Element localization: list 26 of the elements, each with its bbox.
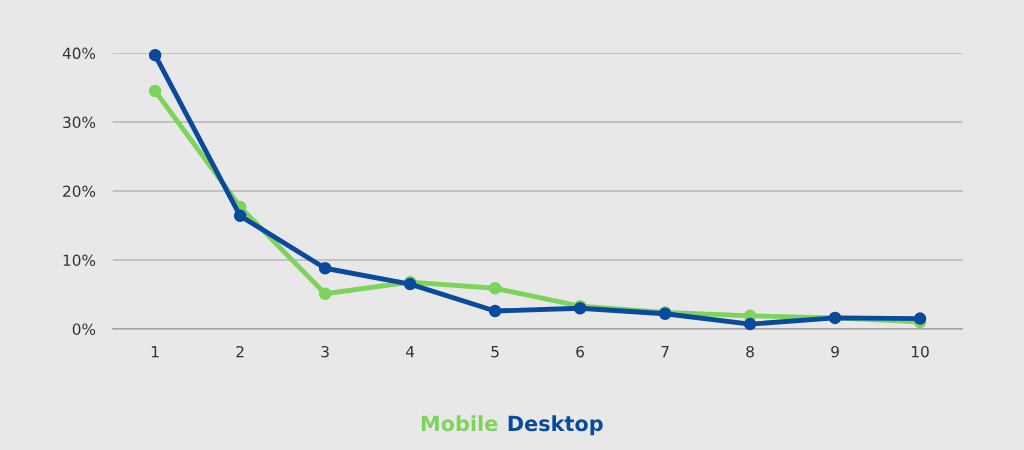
y-tick-label: 40% — [62, 47, 96, 60]
point — [318, 287, 332, 301]
point — [488, 282, 502, 295]
point — [743, 317, 757, 331]
x-tick-label: 7 — [661, 346, 669, 358]
x-tick-label: 2 — [236, 345, 244, 358]
x-tick-label: 8 — [746, 345, 754, 358]
x-tick-label: 1 — [151, 346, 159, 358]
y-tick-label: 10% — [63, 254, 96, 267]
point — [488, 304, 502, 318]
point — [318, 262, 332, 275]
text: Desktop — [508, 415, 603, 436]
y-tick-label: 20% — [63, 185, 96, 198]
x-tick-label: 10 — [912, 345, 929, 358]
y-tick-label: 0% — [72, 323, 96, 335]
text: Mobile — [421, 415, 498, 432]
point — [233, 209, 247, 223]
y-tick-label: 30% — [63, 116, 96, 129]
point — [148, 48, 162, 62]
x-tick-label: 9 — [831, 345, 839, 358]
point — [913, 312, 927, 325]
x-tick-label: 4 — [406, 346, 415, 358]
x-tick-label: 6 — [576, 345, 584, 358]
x-tick-label: 3 — [321, 345, 329, 358]
x-tick-label: 5 — [491, 346, 499, 358]
point — [148, 84, 162, 98]
